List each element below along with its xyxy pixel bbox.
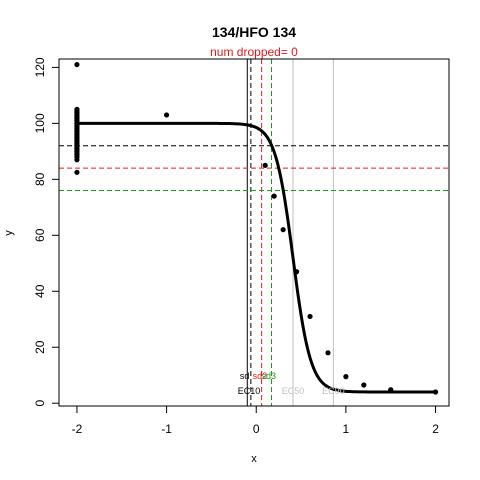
sd2-label: sd2 bbox=[253, 371, 268, 381]
fit-curve-layer bbox=[76, 121, 436, 394]
data-point bbox=[361, 382, 367, 388]
y-axis: 0 20 40 60 80 100 120 bbox=[33, 57, 60, 407]
y-tick-label: 80 bbox=[33, 172, 47, 186]
data-point bbox=[432, 389, 439, 395]
data-point bbox=[325, 350, 331, 356]
plot-box bbox=[58, 58, 450, 407]
data-point bbox=[388, 387, 394, 393]
y-tick-label: 20 bbox=[33, 340, 47, 354]
data-point bbox=[293, 269, 300, 275]
ec10-label: EC10 bbox=[238, 386, 261, 396]
data-point bbox=[262, 162, 268, 168]
data-point bbox=[307, 313, 313, 320]
data-point bbox=[163, 112, 170, 118]
x-tick-label: -2 bbox=[72, 422, 83, 436]
chart-subtitle: num dropped= 0 bbox=[210, 45, 298, 59]
data-point bbox=[343, 374, 349, 380]
data-point bbox=[271, 193, 277, 199]
y-axis-title: y bbox=[3, 230, 15, 236]
x-tick-label: -1 bbox=[161, 422, 172, 436]
data-point bbox=[280, 227, 286, 233]
ec50-label: EC50 bbox=[282, 386, 305, 396]
y-tick-label: 40 bbox=[33, 284, 47, 298]
x-tick-label: 2 bbox=[432, 422, 439, 436]
x-tick-label: 0 bbox=[253, 422, 260, 436]
x-axis: -2 -1 0 1 2 bbox=[72, 405, 439, 436]
chart-title: 134/HFO 134 bbox=[212, 24, 296, 40]
sd3-label: sd3 bbox=[262, 371, 277, 381]
fit-curve bbox=[76, 121, 436, 394]
x-tick-label: 1 bbox=[343, 422, 350, 436]
sd-label: sd bbox=[240, 371, 250, 381]
ec90-label: EC90 bbox=[322, 386, 345, 396]
data-points bbox=[74, 61, 439, 395]
y-tick-label: 60 bbox=[33, 228, 47, 242]
data-point bbox=[74, 169, 80, 175]
data-point bbox=[74, 106, 80, 112]
data-point bbox=[74, 61, 80, 68]
x-axis-title: x bbox=[251, 453, 257, 465]
y-tick-label: 120 bbox=[33, 57, 47, 77]
reference-lines bbox=[59, 59, 449, 406]
y-tick-label: 0 bbox=[33, 400, 47, 407]
y-tick-label: 100 bbox=[33, 113, 47, 133]
